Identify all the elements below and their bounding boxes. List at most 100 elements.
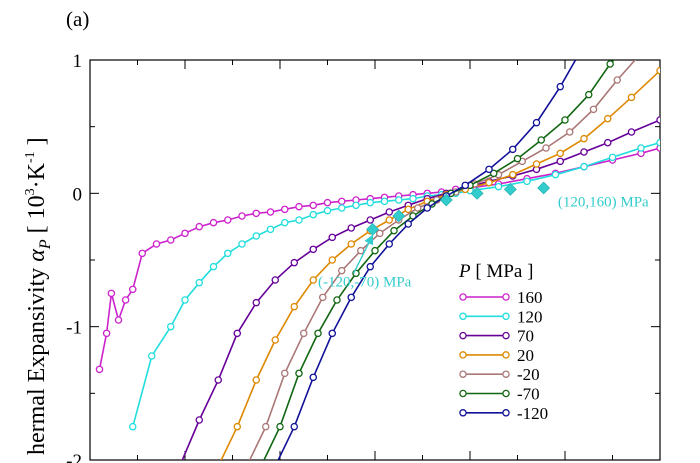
data-point [585,90,593,99]
data-point [276,422,284,431]
data-point [523,177,531,186]
data-point [233,422,241,431]
annotation-label: (-120,-70) MPa [318,275,412,291]
data-point [147,352,156,360]
data-point [352,201,360,210]
data-point [309,201,317,210]
data-point [413,204,422,212]
data-point [152,240,161,248]
data-point [328,329,336,338]
data-point [404,205,412,214]
data-point [121,296,130,304]
legend-label: -20 [517,365,540,384]
data-point [551,170,560,179]
data-point [238,212,246,220]
legend-swatch-point [459,389,467,398]
data-point [608,153,617,162]
data-point [656,138,660,147]
data-point [333,296,341,304]
legend-swatch-point [502,370,510,378]
data-point [102,329,111,338]
data-point [390,226,398,235]
crossing-marker [537,181,551,195]
data-point [166,236,175,244]
data-point [485,165,493,174]
data-point [513,154,522,163]
data-point [114,316,123,324]
series-line [220,70,660,460]
data-point [656,144,660,152]
y-axis-label: hermal Expansivity αP [ 103·K-1 ] [23,137,54,455]
legend-entry: 70 [459,327,534,346]
data-point [290,302,298,311]
legend-label: -70 [517,385,540,404]
data-point [295,369,303,378]
data-point [261,422,270,431]
series-120 [128,138,660,431]
legend-entry: 120 [459,307,543,326]
data-point [266,208,275,216]
data-point [290,422,298,431]
data-point [337,197,346,206]
data-point [366,216,374,224]
data-point [252,209,260,218]
data-point [656,116,660,124]
data-point [280,205,289,214]
data-point [271,276,279,284]
data-point [385,208,393,216]
data-point [532,160,541,168]
data-point [233,329,241,338]
data-point [280,369,289,378]
data-point [280,218,289,227]
legend-swatch-point [502,331,510,340]
data-point [371,246,379,255]
data-point [347,224,355,232]
legend-swatch-point [459,312,467,321]
data-point [209,218,218,227]
crossing-marker [392,209,406,223]
data-point [252,376,260,384]
crossing-marker [439,193,453,207]
data-point [580,162,588,171]
data-point [356,246,365,255]
data-point [385,240,393,248]
data-point [624,44,630,50]
data-point [347,240,355,248]
series-line [277,60,577,460]
data-point [542,144,550,152]
data-point [107,289,116,298]
data-point [223,216,232,224]
data-point [295,202,303,211]
series-layer [95,44,660,460]
data-point [252,298,260,307]
y-axis-ticks: 1 0 -1 -2 [66,51,660,463]
data-point [404,220,412,228]
data-point [328,233,336,242]
legend-swatch-point [459,370,467,378]
legend-swatch-point [502,351,510,359]
data-point [556,82,565,91]
legend-swatch-point [459,409,467,417]
annotation-arrow [352,234,374,274]
data-point [195,416,203,424]
data-point [347,293,355,302]
data-point [627,93,636,102]
series-160 [95,144,660,374]
data-point [309,276,317,284]
data-point [337,266,346,275]
legend-label: 70 [517,327,534,346]
legend-label: 20 [517,346,534,365]
data-point [128,285,137,294]
series-line [98,147,660,370]
y-tick-label: -2 [66,451,82,463]
data-point [638,50,644,56]
data-point [556,149,565,158]
data-point [385,216,393,224]
data-point [214,376,222,384]
legend-entry: -20 [459,365,540,384]
data-point [95,365,104,374]
data-point [556,157,565,166]
data-point [181,296,189,304]
data-point [604,138,612,147]
